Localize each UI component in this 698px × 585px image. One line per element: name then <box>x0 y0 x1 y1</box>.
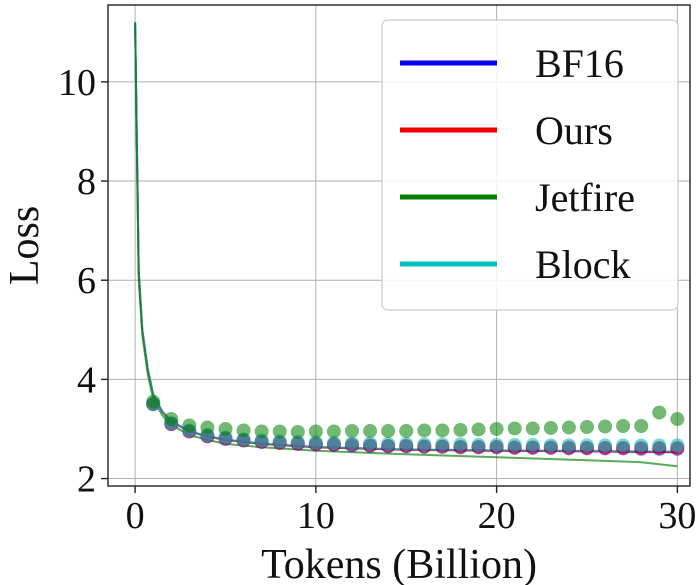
y-tick-label: 4 <box>77 359 96 401</box>
series-point-jetfire <box>399 423 414 438</box>
series-point-block <box>363 436 378 451</box>
series-points <box>146 394 685 456</box>
series-point-jetfire <box>598 419 613 434</box>
series-point-jetfire <box>471 422 486 437</box>
series-point-jetfire <box>616 418 631 433</box>
series-point-block <box>290 434 305 449</box>
series-point-block <box>417 437 432 452</box>
series-point-block <box>579 438 594 453</box>
legend-label-bf16: BF16 <box>535 41 624 86</box>
series-point-block <box>272 434 287 449</box>
series-point-jetfire <box>164 412 179 427</box>
x-tick-label: 20 <box>478 495 516 537</box>
series-point-jetfire <box>326 424 341 439</box>
series-point-jetfire <box>272 424 287 439</box>
series-point-block <box>507 437 522 452</box>
series-point-jetfire <box>381 423 396 438</box>
series-point-jetfire <box>146 394 161 409</box>
series-point-block <box>598 438 613 453</box>
series-point-jetfire <box>525 421 540 436</box>
x-axis-label: Tokens (Billion) <box>261 542 537 585</box>
legend-label-ours: Ours <box>535 108 613 153</box>
series-point-jetfire <box>218 421 233 436</box>
series-point-jetfire <box>417 423 432 438</box>
series-point-block <box>399 436 414 451</box>
series-point-block <box>561 438 576 453</box>
x-tick-label: 10 <box>297 495 335 537</box>
series-point-jetfire <box>236 423 251 438</box>
y-tick-label: 2 <box>77 459 96 501</box>
series-point-block <box>381 436 396 451</box>
y-tick-label: 10 <box>58 62 96 104</box>
series-point-block <box>634 438 649 453</box>
legend-label-jetfire: Jetfire <box>535 175 635 220</box>
series-point-jetfire <box>561 420 576 435</box>
series-point-block <box>345 436 360 451</box>
series-point-jetfire <box>489 421 504 436</box>
legend-box <box>381 19 679 311</box>
series-point-jetfire <box>254 424 269 439</box>
series-point-jetfire <box>652 405 667 420</box>
series-point-block <box>652 438 667 453</box>
series-point-jetfire <box>453 422 468 437</box>
legend: BF16 Ours Jetfire Block <box>381 19 679 311</box>
y-axis-ticks: 2 4 6 8 10 <box>58 62 108 501</box>
series-point-jetfire <box>634 418 649 433</box>
series-point-block <box>525 437 540 452</box>
series-point-block <box>453 437 468 452</box>
series-point-block <box>326 435 341 450</box>
plot-frame <box>107 4 691 487</box>
series-point-jetfire <box>363 423 378 438</box>
x-tick-label: 30 <box>658 495 696 537</box>
x-tick-label: 0 <box>126 495 145 537</box>
series-point-jetfire <box>670 412 685 427</box>
series-point-block <box>543 438 558 453</box>
series-point-jetfire <box>308 424 323 439</box>
series-point-jetfire <box>345 423 360 438</box>
y-tick-label: 8 <box>77 161 96 203</box>
series-point-jetfire <box>507 421 522 436</box>
legend-label-block: Block <box>535 242 631 287</box>
series-point-block <box>616 438 631 453</box>
series-point-block <box>308 435 323 450</box>
series-point-block <box>489 437 504 452</box>
series-point-block <box>670 438 685 453</box>
series-point-jetfire <box>182 418 197 433</box>
series-point-jetfire <box>579 419 594 434</box>
series-point-jetfire <box>543 420 558 435</box>
series-point-block <box>471 437 486 452</box>
series-point-jetfire <box>200 420 215 435</box>
series-point-jetfire <box>290 424 305 439</box>
series-point-jetfire <box>435 423 450 438</box>
x-axis-ticks: 0 10 20 30 <box>126 486 696 537</box>
y-tick-label: 6 <box>77 260 96 302</box>
series-point-block <box>435 437 450 452</box>
y-axis-label: Loss <box>2 206 48 285</box>
